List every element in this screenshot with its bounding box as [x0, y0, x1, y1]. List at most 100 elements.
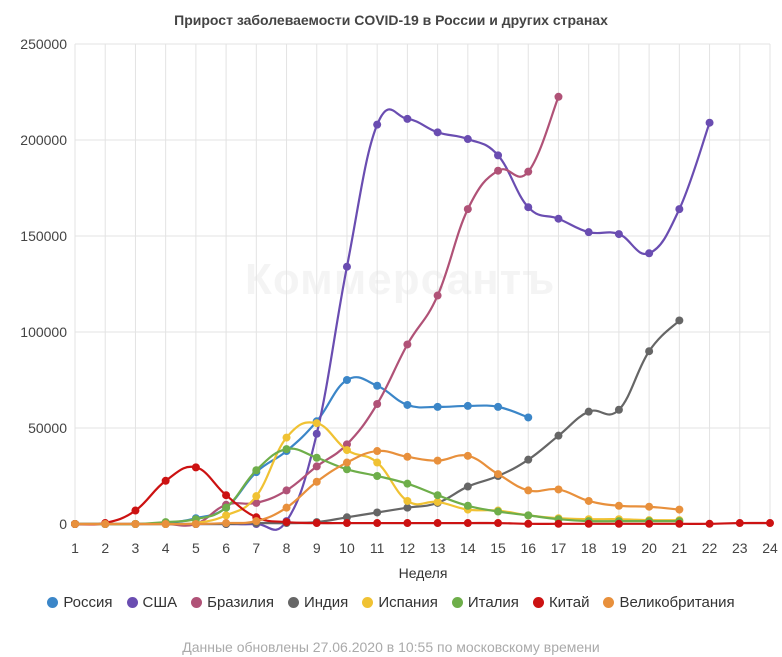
data-point [463, 401, 472, 410]
data-point [433, 497, 442, 506]
legend-marker [191, 597, 203, 608]
data-point [342, 440, 351, 449]
legend-marker [451, 597, 463, 608]
legend-marker [287, 597, 299, 608]
legend-item: Индия [287, 594, 349, 611]
data-point [131, 506, 140, 515]
data-point [433, 491, 442, 500]
data-point [282, 433, 291, 442]
data-point [191, 520, 200, 528]
data-point [222, 511, 231, 520]
data-point [433, 402, 442, 411]
x-tick-label: 11 [370, 540, 385, 556]
legend-item: Россия [47, 594, 113, 611]
data-point [342, 446, 351, 455]
legend-marker [126, 597, 138, 608]
data-point [463, 482, 472, 491]
data-point [614, 405, 623, 414]
data-point [494, 151, 503, 160]
x-tick-label: 4 [162, 540, 170, 556]
x-tick-label: 1 [71, 540, 79, 556]
x-tick-label: 14 [460, 540, 476, 556]
legend-item: Испания [362, 594, 438, 611]
data-point [494, 166, 503, 175]
data-point [614, 519, 623, 528]
legend-marker [47, 597, 59, 608]
data-point [584, 407, 593, 416]
data-point [494, 507, 503, 516]
data-point [766, 519, 774, 528]
x-tick-label: 21 [672, 540, 688, 556]
x-tick-label: 12 [400, 540, 416, 556]
data-point [373, 472, 382, 480]
data-point [131, 520, 140, 528]
data-point [373, 381, 382, 390]
data-point [494, 519, 503, 528]
data-point [675, 505, 684, 514]
legend-label: Великобритания [619, 594, 735, 611]
data-point [463, 205, 472, 214]
legend-label: Китай [548, 594, 590, 611]
chart-title: Прирост заболеваемости COVID-19 в России… [174, 12, 608, 28]
legend-label: Испания [378, 594, 438, 611]
data-point [312, 519, 321, 528]
legend-item: Бразилия [191, 594, 274, 611]
x-tick-label: 17 [551, 540, 567, 556]
data-point [252, 517, 261, 526]
y-tick-label: 250000 [20, 36, 67, 52]
data-point [705, 519, 714, 528]
series-6 [71, 463, 774, 528]
legend-marker [362, 597, 374, 608]
x-tick-label: 9 [313, 540, 321, 556]
data-point [433, 456, 442, 465]
data-point [282, 518, 291, 527]
data-point [705, 118, 714, 127]
series-1 [71, 108, 714, 531]
data-point [252, 498, 261, 507]
data-point [524, 511, 533, 520]
data-point [282, 445, 291, 454]
data-point [342, 513, 351, 522]
legend-label: Италия [467, 594, 519, 611]
legend: Россия США Бразилия Индия Испания Италия Китай… [0, 594, 782, 611]
data-point [463, 451, 472, 460]
data-point [524, 203, 533, 212]
data-point [373, 519, 382, 528]
legend-label: Бразилия [207, 594, 274, 611]
data-point [71, 520, 79, 528]
data-point [403, 519, 412, 528]
data-point [222, 503, 231, 512]
data-point [463, 519, 472, 528]
data-point [645, 502, 654, 511]
data-point [675, 316, 684, 325]
data-point [312, 419, 321, 428]
data-point [554, 214, 563, 223]
data-point [524, 486, 533, 495]
data-point [403, 503, 412, 512]
data-point [614, 501, 623, 510]
data-point [373, 400, 382, 408]
series-line [74, 465, 771, 526]
data-point [584, 228, 593, 237]
data-point [645, 347, 654, 356]
data-point [403, 452, 412, 461]
x-tick-label: 6 [222, 540, 230, 556]
data-point [403, 400, 412, 409]
y-tick-label: 150000 [20, 228, 67, 244]
data-point [222, 519, 231, 528]
data-point [614, 230, 623, 239]
data-point [282, 503, 291, 512]
x-tick-label: 18 [581, 540, 597, 556]
legend-label: Индия [303, 594, 349, 611]
data-point [342, 262, 351, 271]
data-point [342, 458, 351, 467]
data-point [675, 205, 684, 214]
data-point [403, 496, 412, 505]
data-point [373, 508, 382, 517]
data-point [735, 519, 744, 528]
watermark: Коммерсантъ [245, 255, 555, 305]
data-point [524, 413, 533, 422]
y-tick-label: 100000 [20, 324, 67, 340]
legend-item: Китай [532, 594, 590, 611]
